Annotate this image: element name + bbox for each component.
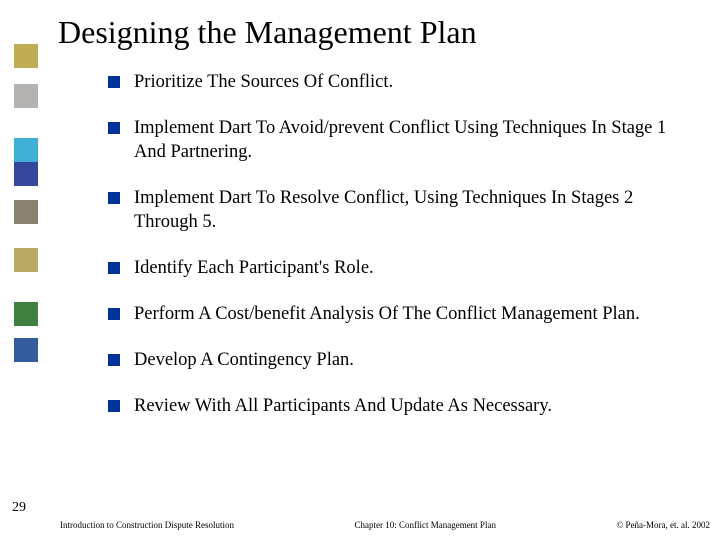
bullet-item: Implement Dart To Avoid/prevent Conflict…	[108, 116, 698, 164]
bullet-text: Implement Dart To Avoid/prevent Conflict…	[134, 116, 698, 164]
bullet-square-icon	[108, 262, 120, 274]
bullet-item: Review With All Participants And Update …	[108, 394, 698, 418]
bullet-item: Identify Each Participant's Role.	[108, 256, 698, 280]
bullet-text: Perform A Cost/benefit Analysis Of The C…	[134, 302, 640, 326]
sidebar-decorative-block	[14, 302, 38, 326]
sidebar-decorative-block	[14, 44, 38, 68]
footer-left: Introduction to Construction Dispute Res…	[60, 520, 234, 530]
bullet-square-icon	[108, 400, 120, 412]
bullet-text: Implement Dart To Resolve Conflict, Usin…	[134, 186, 698, 234]
bullet-square-icon	[108, 192, 120, 204]
bullet-square-icon	[108, 354, 120, 366]
sidebar-decorative-block	[14, 338, 38, 362]
sidebar-decorative-block	[14, 162, 38, 186]
bullet-text: Develop A Contingency Plan.	[134, 348, 354, 372]
bullet-item: Implement Dart To Resolve Conflict, Usin…	[108, 186, 698, 234]
bullet-item: Develop A Contingency Plan.	[108, 348, 698, 372]
sidebar-decorative-block	[14, 248, 38, 272]
bullet-text: Review With All Participants And Update …	[134, 394, 552, 418]
footer: Introduction to Construction Dispute Res…	[60, 520, 710, 530]
bullet-square-icon	[108, 76, 120, 88]
sidebar-decorative-block	[14, 138, 38, 162]
bullet-square-icon	[108, 308, 120, 320]
bullet-item: Perform A Cost/benefit Analysis Of The C…	[108, 302, 698, 326]
sidebar-decorative-block	[14, 84, 38, 108]
bullet-list: Prioritize The Sources Of Conflict. Imple…	[108, 70, 698, 440]
bullet-square-icon	[108, 122, 120, 134]
footer-right: © Peña-Mora, et. al. 2002	[616, 520, 710, 530]
bullet-item: Prioritize The Sources Of Conflict.	[108, 70, 698, 94]
decorative-sidebar	[0, 0, 44, 540]
slide-number: 29	[12, 500, 26, 516]
sidebar-decorative-block	[14, 200, 38, 224]
bullet-text: Identify Each Participant's Role.	[134, 256, 374, 280]
slide-title: Designing the Management Plan	[58, 14, 477, 51]
bullet-text: Prioritize The Sources Of Conflict.	[134, 70, 393, 94]
footer-center: Chapter 10: Conflict Management Plan	[354, 520, 495, 530]
